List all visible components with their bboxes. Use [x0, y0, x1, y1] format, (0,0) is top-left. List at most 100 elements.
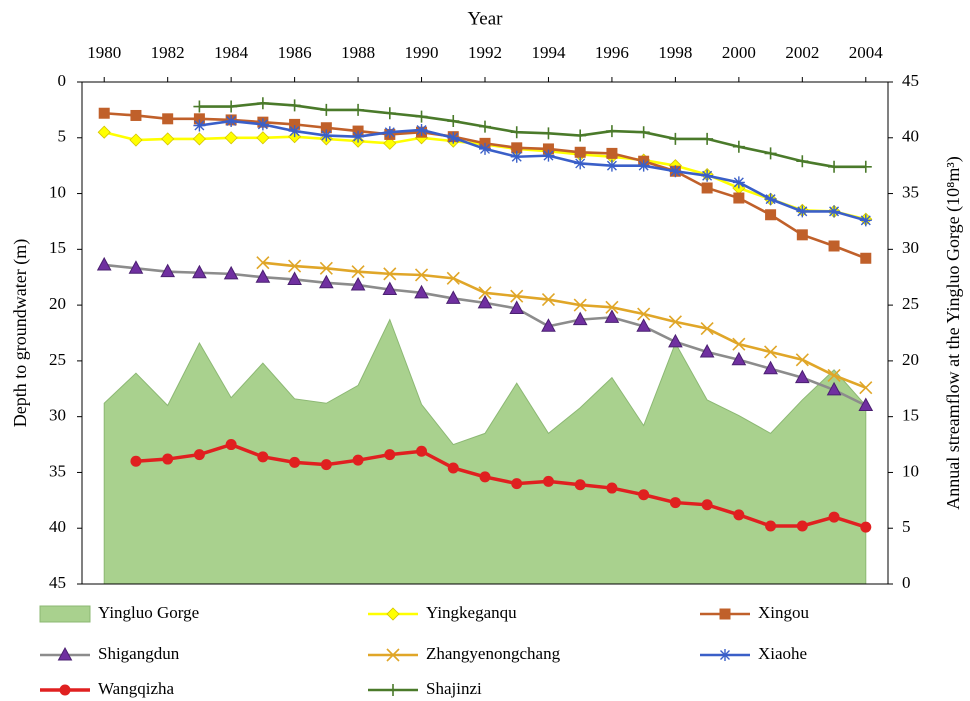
marker	[288, 125, 301, 138]
legend-item: Shigangdun	[40, 644, 180, 663]
legend-marker	[387, 684, 399, 696]
marker	[256, 131, 270, 145]
marker	[828, 205, 841, 218]
marker	[446, 271, 460, 285]
y-tick-label: 30	[49, 406, 66, 425]
marker	[668, 333, 683, 348]
y-tick-label: 40	[49, 517, 66, 536]
series-line	[262, 261, 867, 389]
marker	[416, 445, 428, 457]
marker	[828, 511, 840, 523]
marker	[859, 214, 872, 227]
marker	[128, 260, 144, 274]
marker	[510, 126, 523, 139]
marker	[574, 129, 587, 142]
marker	[638, 489, 650, 501]
marker	[225, 115, 238, 128]
marker	[701, 169, 714, 182]
marker	[415, 110, 428, 123]
x-tick-label: 1982	[151, 43, 185, 62]
y2-tick-label: 20	[902, 350, 919, 369]
marker	[445, 290, 461, 304]
marker	[479, 120, 491, 133]
y2-tick-label: 10	[902, 461, 919, 480]
marker	[289, 118, 301, 130]
marker	[827, 368, 841, 382]
legend-marker	[386, 648, 400, 662]
y2-tick-label: 45	[902, 71, 919, 90]
marker	[289, 456, 301, 468]
marker	[477, 294, 493, 309]
x-tick-label: 1996	[595, 43, 629, 62]
legend-label: Yingluo Gorge	[98, 603, 199, 622]
marker	[669, 165, 682, 178]
marker	[352, 130, 365, 143]
marker	[225, 100, 238, 113]
marker	[383, 126, 396, 139]
legend-item: Yingkeganqu	[368, 603, 517, 622]
marker	[511, 478, 523, 490]
x-tick-label: 2004	[849, 43, 884, 62]
marker	[351, 265, 365, 279]
marker	[574, 146, 586, 158]
marker	[700, 321, 714, 336]
marker	[320, 103, 333, 116]
legend-marker	[57, 646, 73, 661]
marker	[352, 454, 364, 466]
legend-label: Xiaohe	[758, 644, 807, 663]
marker	[731, 351, 747, 366]
marker	[796, 155, 809, 168]
marker	[479, 471, 491, 483]
marker	[796, 229, 808, 241]
marker	[414, 284, 429, 299]
legend-item: Shajinzi	[368, 679, 482, 698]
marker	[129, 133, 143, 147]
marker	[574, 479, 586, 491]
marker	[572, 311, 588, 326]
marker	[542, 127, 555, 140]
x-tick-label: 1990	[405, 43, 439, 62]
marker	[732, 176, 745, 189]
marker	[96, 256, 112, 271]
marker	[860, 252, 872, 264]
x-tick-label: 1994	[531, 43, 566, 62]
legend-marker	[386, 607, 400, 621]
marker	[162, 453, 174, 465]
x-tick-label: 1992	[468, 43, 502, 62]
marker	[605, 159, 618, 172]
marker	[542, 149, 555, 162]
marker	[288, 259, 302, 273]
marker	[668, 315, 682, 329]
y-tick-label: 10	[49, 182, 66, 201]
marker	[669, 132, 682, 145]
marker	[826, 381, 842, 396]
y2-tick-label: 30	[902, 238, 919, 257]
marker	[193, 119, 206, 132]
marker	[605, 300, 619, 314]
marker	[415, 123, 428, 136]
marker	[256, 97, 269, 110]
x-tick-label: 1988	[341, 43, 375, 62]
marker	[796, 205, 809, 218]
marker	[162, 113, 174, 125]
x-tick-label: 1980	[87, 43, 121, 62]
marker	[383, 267, 397, 281]
marker	[701, 499, 713, 511]
marker	[765, 209, 777, 221]
y2-tick-label: 40	[902, 127, 919, 146]
marker	[733, 192, 745, 204]
marker	[794, 369, 810, 384]
marker	[288, 99, 301, 112]
marker	[541, 292, 556, 307]
marker	[510, 289, 524, 303]
marker	[256, 118, 269, 131]
legend-label: Yingkeganqu	[426, 603, 517, 622]
marker	[699, 343, 715, 358]
marker	[319, 261, 333, 275]
marker	[225, 439, 237, 451]
marker	[193, 100, 206, 113]
marker	[541, 318, 556, 332]
marker	[479, 142, 491, 155]
marker	[224, 131, 238, 145]
marker	[192, 264, 207, 279]
